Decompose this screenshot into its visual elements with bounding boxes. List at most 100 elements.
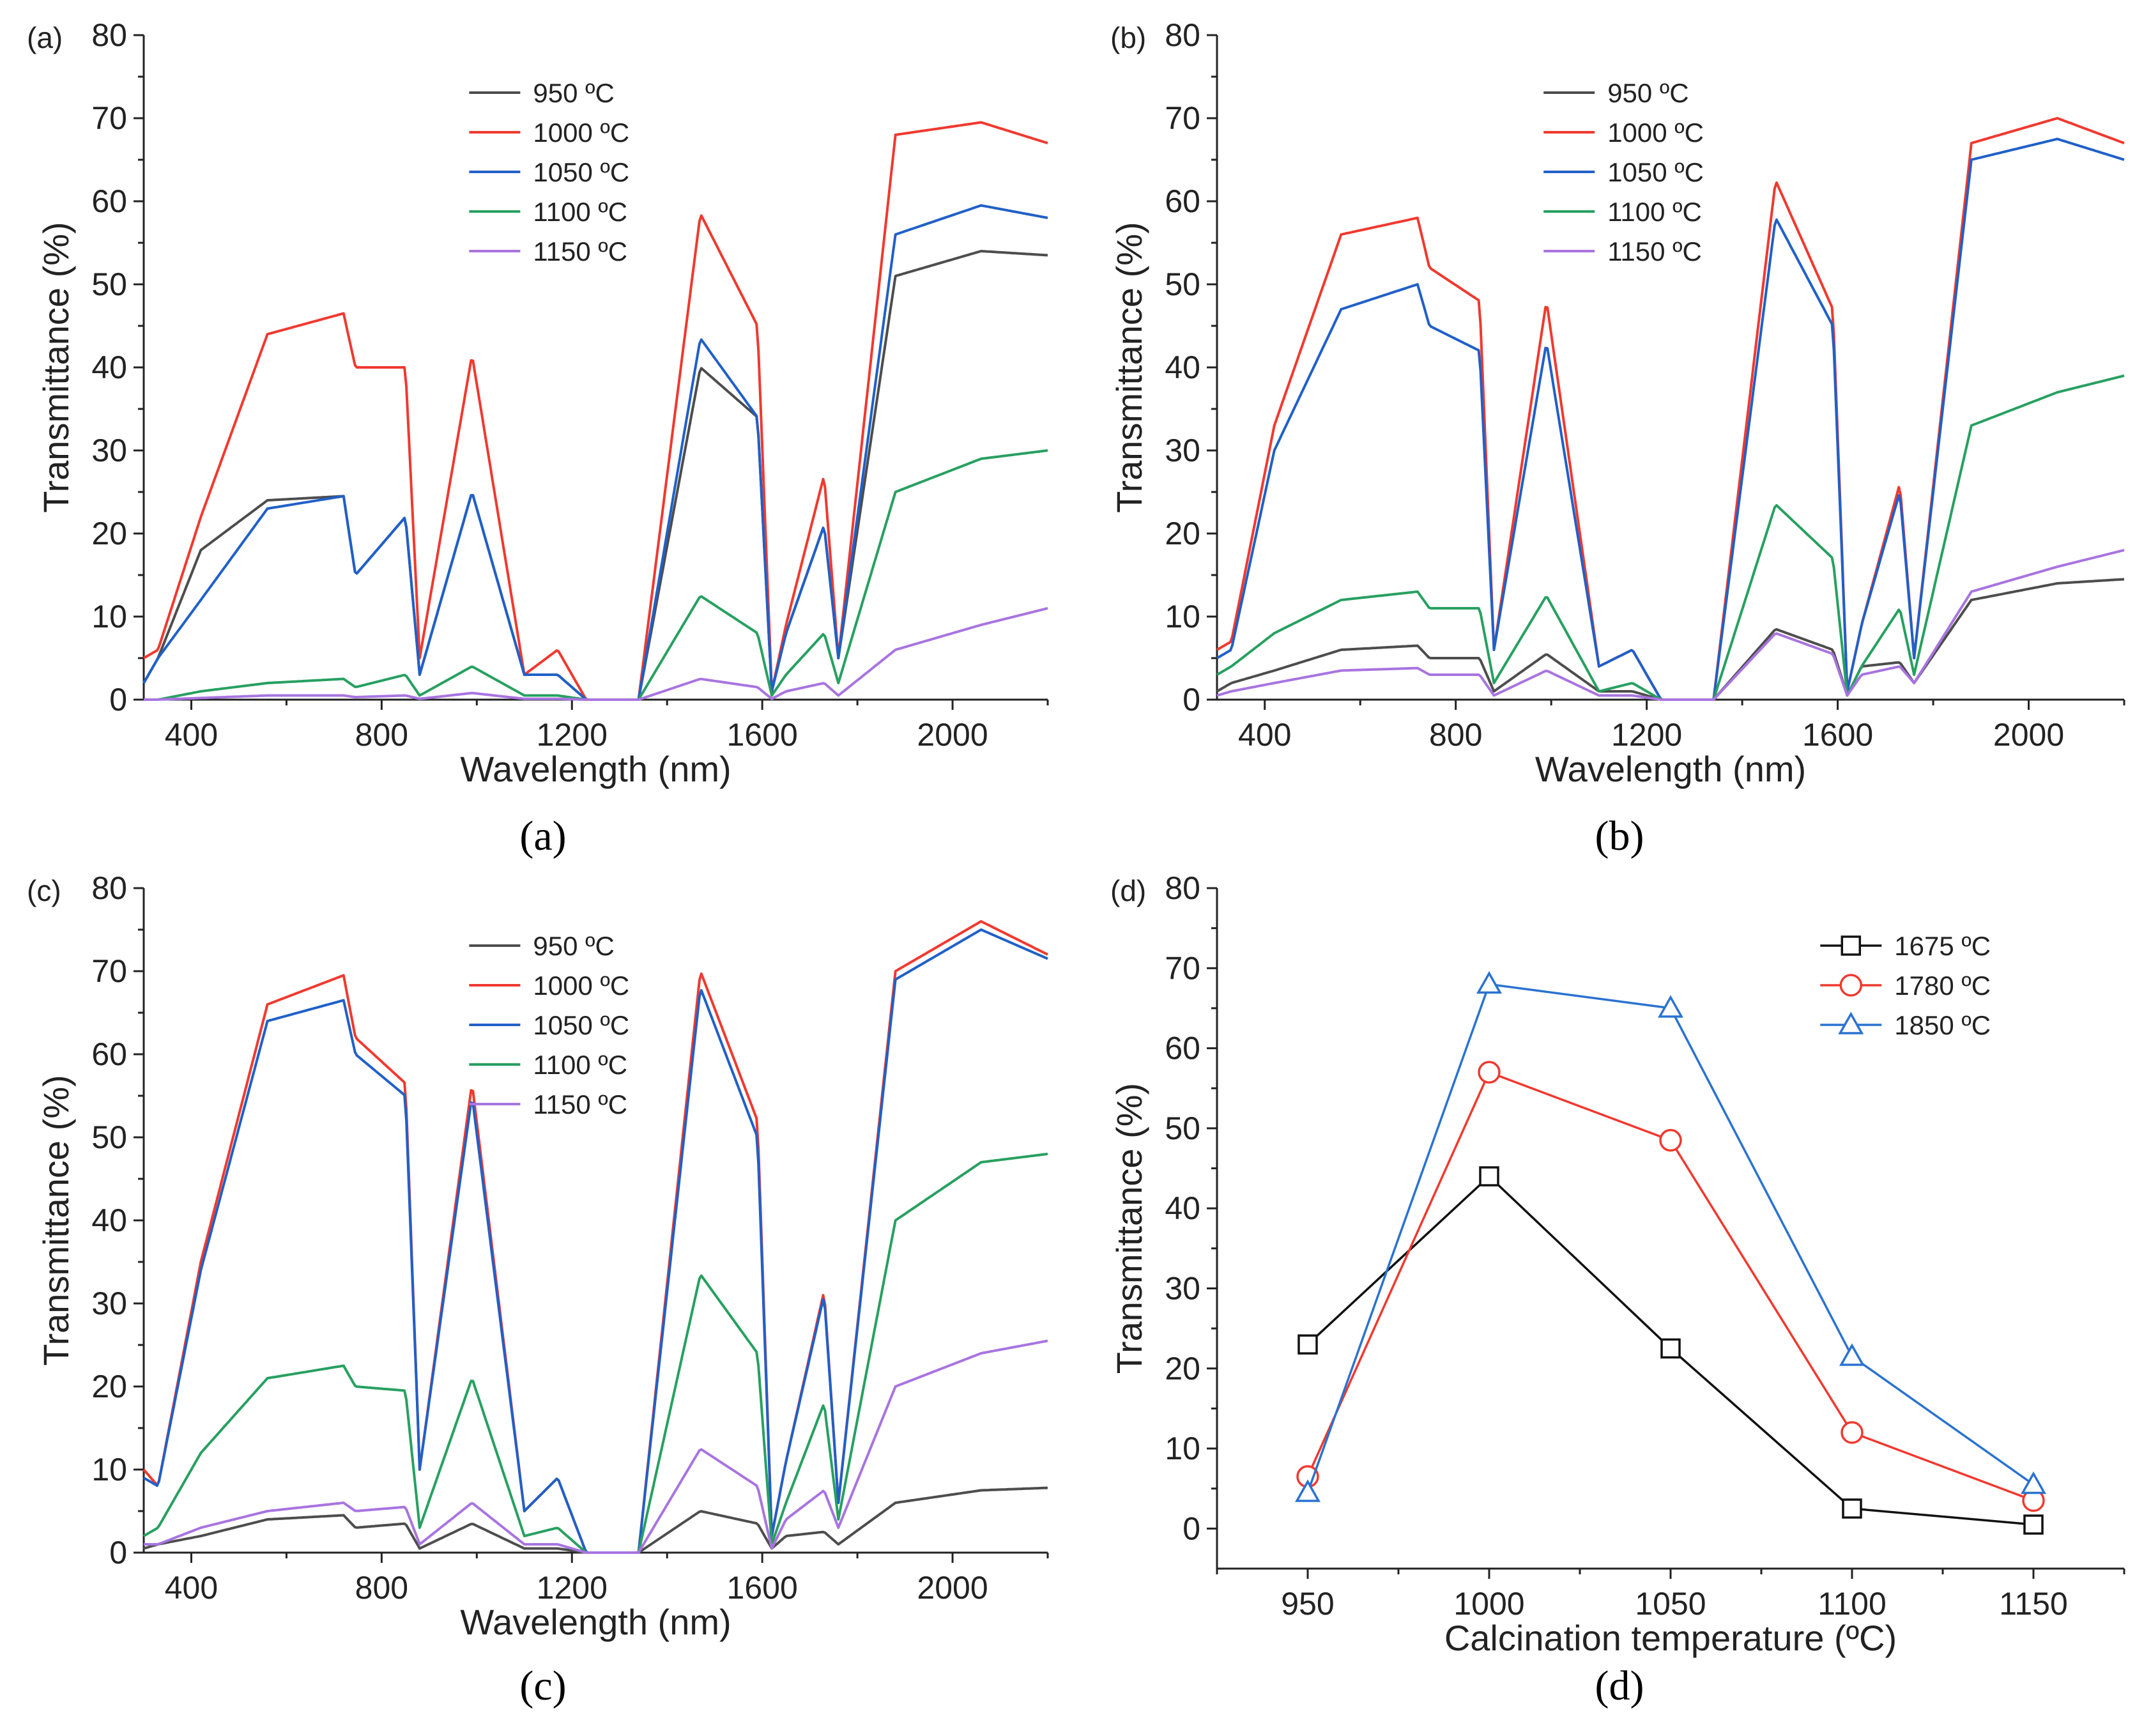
- legend-label-1100: 1100 ºC: [533, 197, 627, 227]
- y-tick-label: 80: [1165, 870, 1200, 906]
- panel-b: 0 10 20 30 40 50 60 70 80 400 800 1200 1600 2000 Wavel…: [1109, 17, 2125, 859]
- series-line-1050: [142, 204, 1048, 701]
- panel-corner-label: (c): [27, 874, 61, 907]
- y-tick-label: 20: [1165, 1351, 1200, 1386]
- legend-label-1050: 1050 ºC: [533, 157, 629, 187]
- x-tick-label: 800: [1429, 717, 1482, 753]
- x-tick-label: 1200: [537, 1570, 608, 1606]
- x-tick-label: 1200: [1611, 717, 1682, 753]
- y-tick-label: 50: [1165, 266, 1200, 302]
- x-tick-label: 1600: [727, 1570, 798, 1606]
- x-tick-label: 1050: [1635, 1586, 1706, 1622]
- y-tick-label: 70: [91, 953, 127, 989]
- x-tick-label: 1100: [1818, 1586, 1887, 1622]
- y-tick-label: 30: [1165, 1270, 1200, 1306]
- x-tick-label: 400: [1238, 717, 1291, 753]
- panel-d: 0 10 20 30 40 50 60 70 80 950 1000 1050 1100 1150 Calc…: [1109, 870, 2125, 1709]
- x-tick-label: 1600: [1802, 717, 1873, 753]
- y-tick-label: 10: [1165, 599, 1200, 634]
- data-point-d1850: [1294, 1479, 1321, 1502]
- y-tick-label: 50: [91, 1119, 127, 1155]
- x-tick-label: 2000: [1993, 717, 2064, 753]
- y-tick-label: 0: [109, 682, 127, 718]
- y-tick-label: 20: [91, 1369, 127, 1404]
- panel-a: 0 10 20 30 40 50 60 70 80 400 800 1200 1600 2000 Wavel…: [27, 17, 1049, 859]
- x-tick-label: 2000: [917, 1570, 988, 1606]
- y-tick-label: 40: [1165, 1190, 1200, 1226]
- series-line-1150: [144, 1339, 1048, 1554]
- series-line-1100: [143, 1153, 1048, 1554]
- x-axis-title: Wavelength (nm): [460, 749, 731, 789]
- y-tick-label: 40: [91, 1202, 127, 1238]
- legend-marker-d1675: [1841, 935, 1862, 956]
- y-tick-label: 0: [1183, 682, 1200, 718]
- y-axis-title: Transmittance (%): [36, 222, 76, 512]
- y-tick-label: 60: [91, 1036, 127, 1072]
- series-line-950: [142, 250, 1048, 701]
- data-point-d1675: [1479, 1166, 1499, 1187]
- x-tick-label: 950: [1281, 1586, 1334, 1622]
- legend-label-1150: 1150 ºC: [533, 1089, 627, 1119]
- y-tick-label: 60: [1165, 1031, 1200, 1066]
- y-tick-label: 80: [1165, 17, 1200, 53]
- data-point-d1780: [1659, 1128, 1682, 1152]
- legend-marker-d1850: [1838, 1011, 1864, 1034]
- data-point-d1850: [2020, 1471, 2047, 1494]
- y-tick-label: 40: [91, 350, 127, 385]
- series-line-950: [143, 1486, 1048, 1554]
- x-axis-title: Calcination temperature (ºC): [1444, 1618, 1897, 1658]
- y-tick-label: 80: [91, 17, 127, 53]
- legend-label-950: 950 ºC: [533, 78, 614, 108]
- data-point-d1850: [1476, 971, 1503, 994]
- y-tick-label: 10: [1165, 1431, 1200, 1466]
- y-tick-label: 30: [91, 433, 127, 468]
- y-tick-label: 50: [1165, 1110, 1200, 1146]
- legend-label-1100: 1100 ºC: [1607, 197, 1702, 227]
- legend-label-d1850: 1850 ºC: [1894, 1010, 1991, 1040]
- panel-corner-label: (b): [1110, 21, 1146, 54]
- data-point-d1675: [2023, 1514, 2044, 1535]
- legend-label-1150: 1150 ºC: [533, 236, 627, 266]
- x-tick-label: 1000: [1453, 1586, 1524, 1622]
- data-point-d1675: [1842, 1498, 1862, 1519]
- x-tick-label: 2000: [917, 717, 988, 753]
- data-point-d1675: [1660, 1338, 1681, 1359]
- data-point-d1850: [1657, 995, 1684, 1018]
- series-line-1100: [1216, 374, 2125, 701]
- legend-label-1000: 1000 ºC: [533, 971, 629, 1001]
- panel-caption: (c): [519, 1663, 566, 1709]
- x-tick-label: 1600: [727, 717, 798, 753]
- legend-label-d1675: 1675 ºC: [1894, 931, 1991, 961]
- y-axis-title: Transmittance (%): [1109, 222, 1149, 512]
- y-tick-label: 70: [1165, 100, 1200, 136]
- legend-label-1050: 1050 ºC: [1607, 157, 1704, 187]
- panel-caption: (b): [1595, 813, 1644, 859]
- y-tick-label: 70: [1165, 950, 1200, 986]
- panel-caption: (a): [519, 813, 566, 859]
- y-tick-label: 30: [91, 1286, 127, 1321]
- data-point-d1780: [1841, 1421, 1864, 1444]
- data-point-d1675: [1297, 1334, 1318, 1355]
- panel-caption: (d): [1595, 1663, 1644, 1709]
- legend-label-950: 950 ºC: [533, 931, 614, 961]
- x-tick-label: 800: [355, 717, 408, 753]
- y-tick-label: 40: [1165, 350, 1200, 385]
- y-tick-label: 50: [91, 266, 127, 302]
- legend-label-1050: 1050 ºC: [533, 1010, 629, 1040]
- series-line-950: [1216, 578, 2125, 701]
- panel-corner-label: (a): [27, 21, 63, 54]
- legend-label-d1780: 1780 ºC: [1894, 971, 1991, 1001]
- data-point-d1850: [1839, 1343, 1865, 1366]
- series-line-1150: [144, 607, 1048, 701]
- y-tick-label: 0: [109, 1535, 127, 1571]
- y-tick-label: 20: [1165, 516, 1200, 551]
- legend-label-1000: 1000 ºC: [533, 118, 629, 148]
- y-tick-label: 0: [1183, 1510, 1200, 1546]
- panel-corner-label: (d): [1110, 874, 1146, 907]
- legend-marker-d1780: [1839, 974, 1863, 997]
- y-tick-label: 20: [91, 516, 127, 551]
- series-line-1150: [1216, 549, 2125, 701]
- y-tick-label: 10: [91, 1452, 127, 1487]
- y-tick-label: 60: [1165, 183, 1200, 219]
